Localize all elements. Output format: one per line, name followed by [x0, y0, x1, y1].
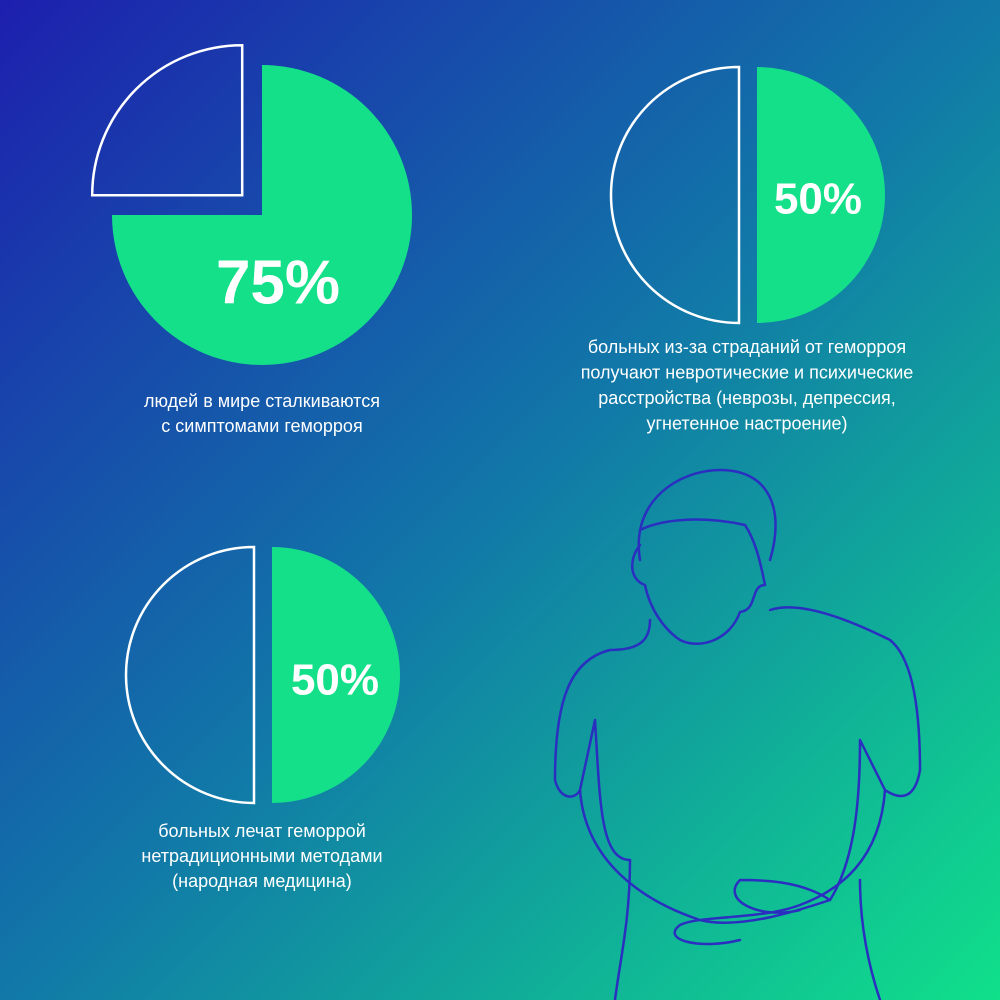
pie-slice: [609, 65, 741, 325]
caption: нетрадиционными методами: [141, 846, 382, 866]
man-illustration: [553, 468, 922, 1000]
caption: с симптомами геморроя: [161, 416, 362, 436]
caption: получают невротические и психические: [581, 363, 914, 383]
pie-slice: [757, 67, 885, 323]
pie-chart: 50% больных из-за страданий от геморроя по…: [581, 65, 914, 434]
pie-slice: [272, 547, 400, 803]
caption: больных из-за страданий от геморроя: [588, 337, 906, 357]
caption: людей в мире сталкиваются: [144, 391, 380, 411]
pie-chart: 50% больных лечат геморрой нетрадиционными…: [124, 545, 400, 891]
pie-slice: [90, 43, 244, 197]
pie-slice: [112, 65, 412, 365]
caption: расстройства (неврозы, депрессия,: [598, 388, 896, 408]
caption: больных лечат геморрой: [158, 821, 366, 841]
value-label: 75%: [216, 248, 340, 317]
charts: 75% людей в мире сталкиваются с симптомами…: [90, 43, 914, 891]
caption: (народная медицина): [172, 871, 352, 891]
pie-slice: [124, 545, 256, 805]
pie-chart: 75% людей в мире сталкиваются с симптомами…: [90, 43, 412, 436]
caption: угнетенное настроение): [646, 414, 847, 434]
value-label: 50%: [291, 656, 379, 705]
value-label: 50%: [774, 175, 862, 224]
